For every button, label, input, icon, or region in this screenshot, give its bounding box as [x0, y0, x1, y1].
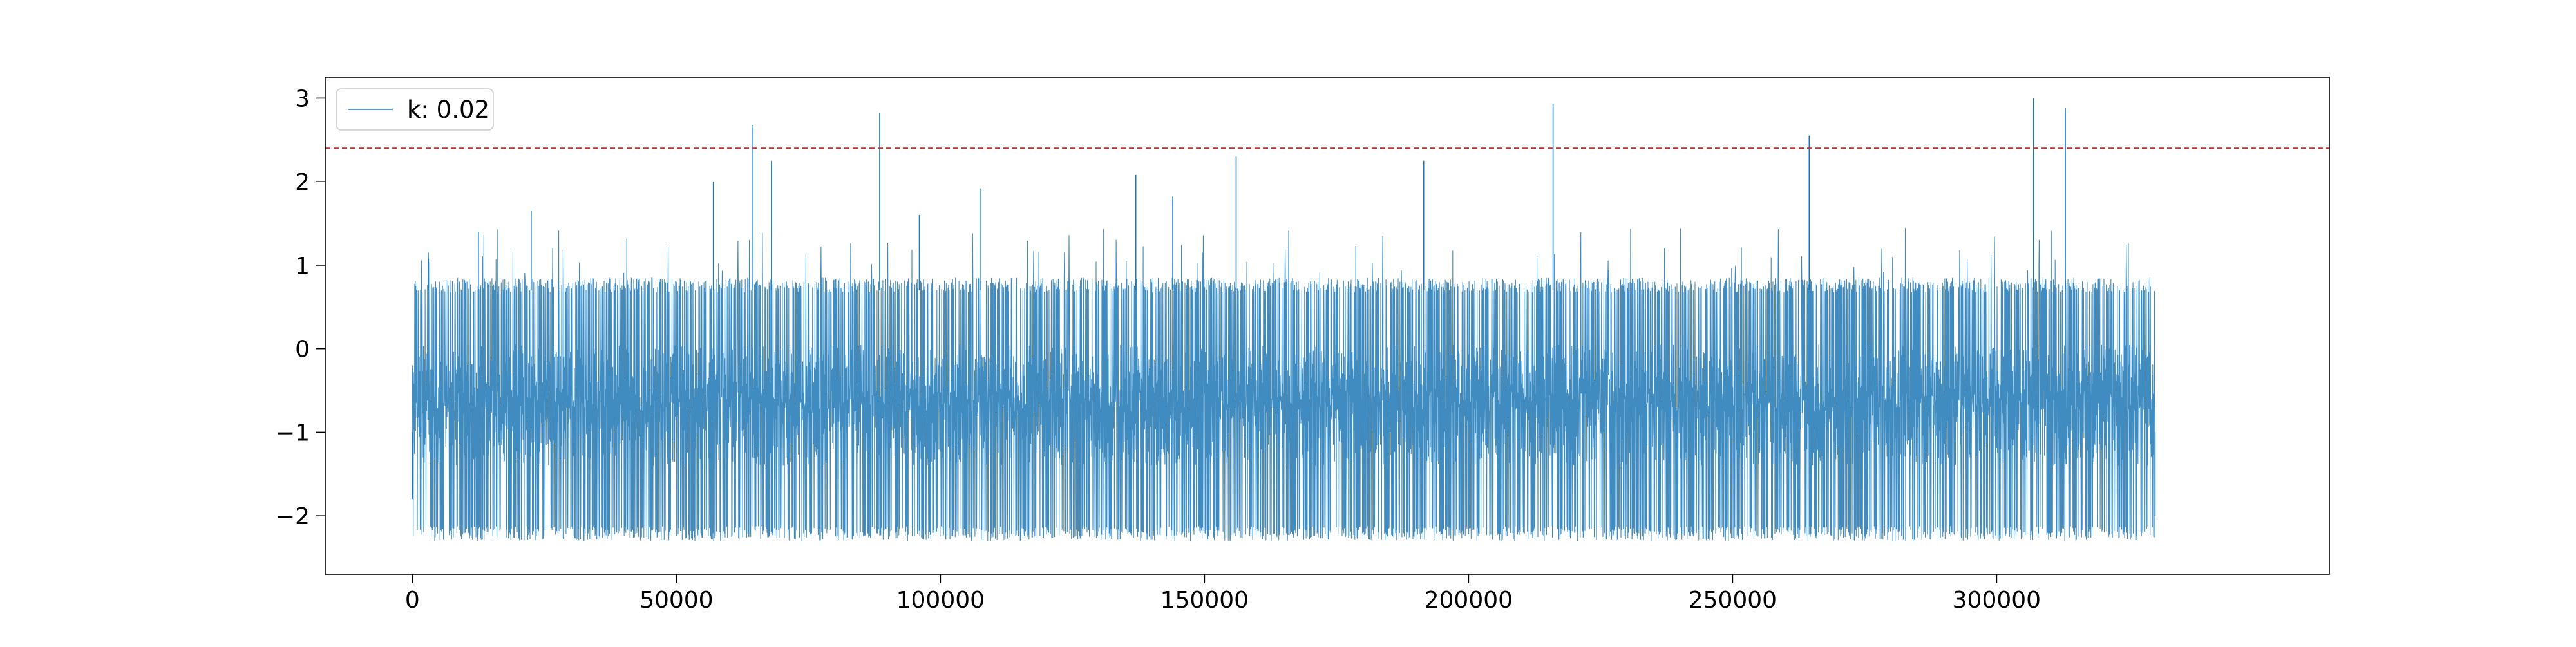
y-tick-label: 0: [295, 337, 310, 363]
axes-frame: [325, 77, 2330, 575]
y-tick-label: 3: [295, 86, 310, 112]
x-tick-label: 0: [405, 587, 420, 614]
x-tick-label: 150000: [1160, 587, 1249, 614]
x-tick-label: 50000: [639, 587, 714, 614]
x-tick-label: 300000: [1953, 587, 2041, 614]
y-axis: −2 −1 0 1 2 3: [276, 86, 325, 530]
x-axis: 0 50000 100000 150000 200000 250000 300000: [405, 574, 2041, 614]
legend-box: [336, 88, 494, 131]
series-line-k-0-02: [412, 228, 2155, 541]
legend-entry-label: k: 0.02: [407, 96, 489, 124]
x-tick-label: 200000: [1425, 587, 1513, 614]
y-tick-label: −2: [276, 503, 310, 530]
x-tick-label: 100000: [896, 587, 985, 614]
series-layer: [412, 98, 2156, 541]
legend: k: 0.02: [336, 88, 494, 131]
x-tick-label: 250000: [1689, 587, 1777, 614]
y-tick-label: 1: [295, 253, 310, 279]
y-tick-label: 2: [295, 169, 310, 196]
y-tick-label: −1: [276, 420, 310, 446]
